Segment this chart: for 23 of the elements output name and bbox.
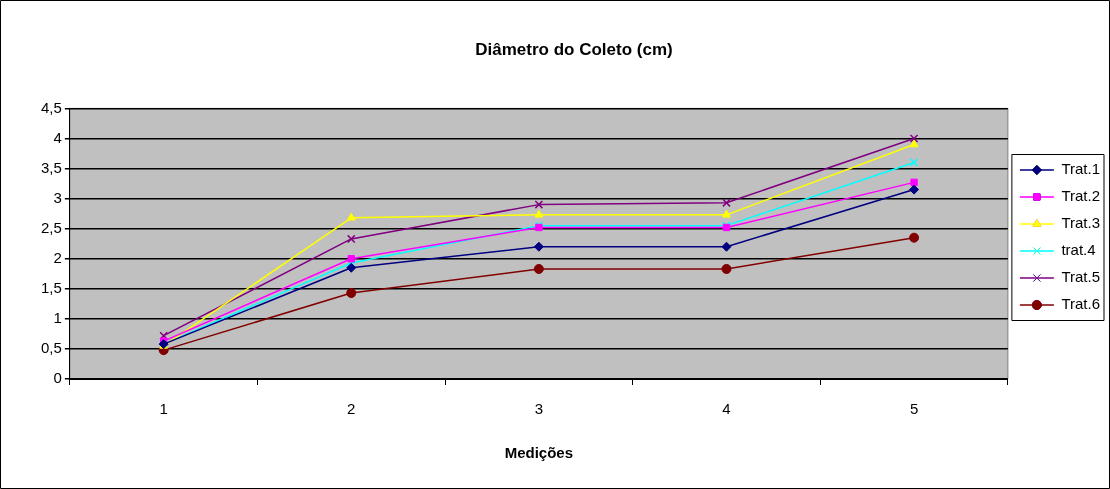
legend-label: trat.4 xyxy=(1061,241,1096,259)
y-tick-label: 2,5 xyxy=(40,218,62,236)
x-tick-label: 4 xyxy=(722,400,731,418)
x-tick-label: 2 xyxy=(347,400,356,418)
y-tick-label: 1 xyxy=(53,309,62,327)
legend-label: Trat.1 xyxy=(1061,160,1100,178)
legend-label: Trat.3 xyxy=(1061,214,1100,232)
y-tick-label: 0 xyxy=(53,369,62,387)
y-tick-label: 3 xyxy=(53,188,62,206)
y-tick-label: 2 xyxy=(53,248,62,266)
y-tick-label: 4,5 xyxy=(40,98,62,116)
chart-title: Diâmetro do Coleto (cm) xyxy=(475,39,673,59)
y-tick-label: 1,5 xyxy=(40,278,62,296)
legend-label: Trat.5 xyxy=(1061,268,1100,286)
legend-label: Trat.6 xyxy=(1061,295,1100,313)
legend-label: Trat.2 xyxy=(1061,187,1100,205)
y-tick-label: 0,5 xyxy=(40,339,62,357)
y-tick-label: 4 xyxy=(53,128,62,146)
x-tick-label: 3 xyxy=(534,400,544,418)
y-tick-label: 3,5 xyxy=(40,158,62,176)
x-axis-title: Medições xyxy=(504,444,574,462)
x-tick-label: 1 xyxy=(159,400,168,418)
x-tick-label: 5 xyxy=(909,400,919,418)
